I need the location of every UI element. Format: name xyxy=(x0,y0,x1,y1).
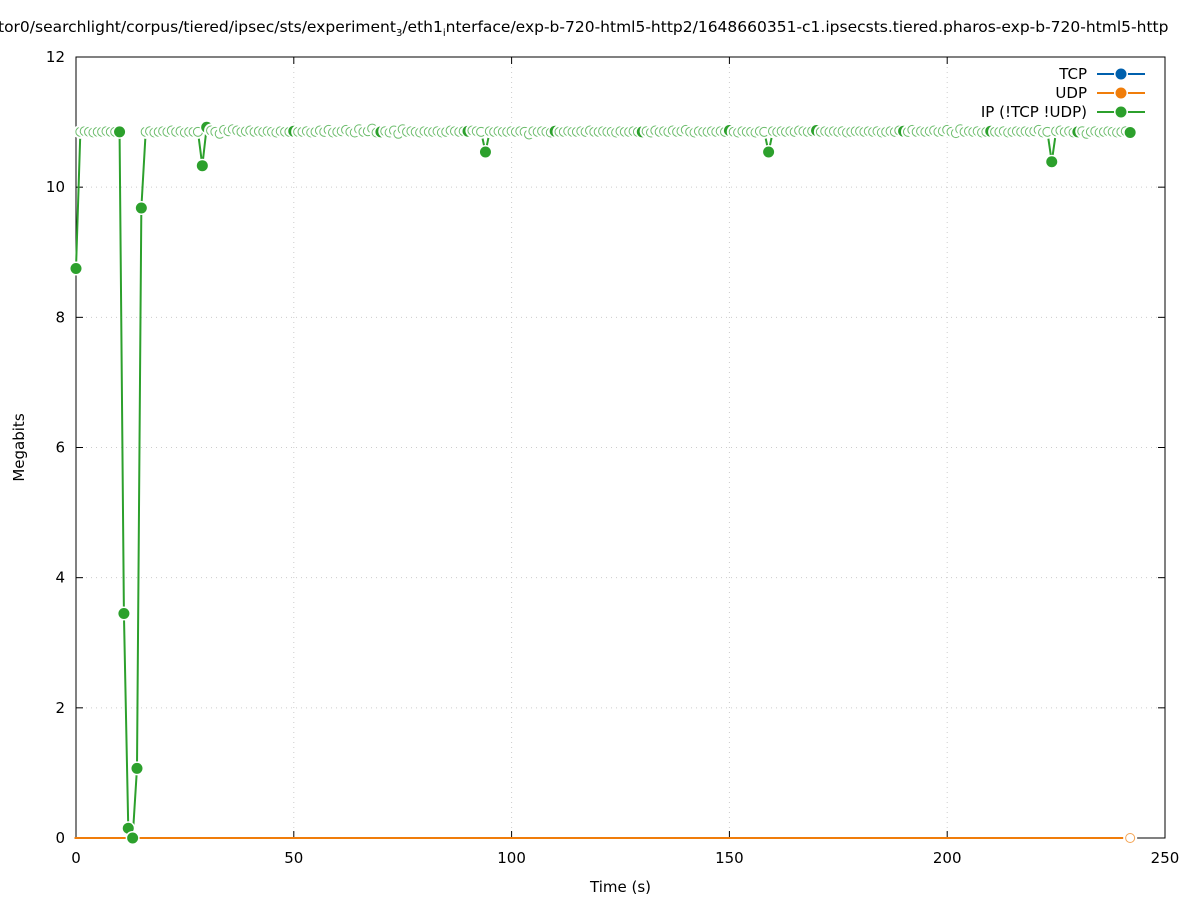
title-part: nterface/exp-b-720-html5-http2/164866035… xyxy=(445,18,1169,36)
x-tick-label: 50 xyxy=(284,849,303,867)
data-point xyxy=(131,762,143,774)
series-line xyxy=(75,125,1131,839)
data-point xyxy=(70,263,82,275)
data-point xyxy=(196,160,208,172)
chart-title: tor0/searchlight/corpus/tiered/ipsec/sts… xyxy=(0,18,1168,39)
data-point xyxy=(114,126,126,138)
x-tick-label: 200 xyxy=(933,849,962,867)
data-point xyxy=(1125,833,1136,843)
y-tick-label: 2 xyxy=(55,699,65,717)
x-tick-label: 0 xyxy=(71,849,81,867)
legend-marker xyxy=(1115,106,1127,118)
y-tick-label: 10 xyxy=(46,178,65,196)
data-point xyxy=(1046,156,1058,168)
y-tick-label: 0 xyxy=(55,829,65,847)
title-part: 3 xyxy=(395,28,403,40)
y-tick-label: 4 xyxy=(55,569,65,587)
legend-marker xyxy=(1115,87,1127,99)
x-tick-label: 250 xyxy=(1151,849,1180,867)
data-point xyxy=(1124,126,1136,138)
legend-label: UDP xyxy=(1055,84,1087,102)
x-axis-label: Time (s) xyxy=(589,878,651,896)
title-part: i xyxy=(442,28,446,40)
title-part: /eth1 xyxy=(402,18,443,36)
legend-marker xyxy=(1115,68,1127,80)
legend-label: IP (!TCP !UDP) xyxy=(981,103,1087,121)
x-tick-label: 150 xyxy=(715,849,744,867)
y-tick-label: 6 xyxy=(55,439,65,457)
y-axis-label: Megabits xyxy=(10,413,28,481)
data-point xyxy=(127,832,139,844)
data-point xyxy=(135,202,147,214)
series-2 xyxy=(69,120,1138,845)
legend-label: TCP xyxy=(1058,65,1087,83)
data-point xyxy=(479,146,491,158)
data-point xyxy=(763,146,775,158)
series-1 xyxy=(74,831,1138,845)
y-tick-label: 8 xyxy=(55,308,65,326)
data-point xyxy=(122,822,134,834)
x-tick-label: 100 xyxy=(497,849,526,867)
y-tick-label: 12 xyxy=(46,48,65,66)
title-part: tor0/searchlight/corpus/tiered/ipsec/sts… xyxy=(0,18,396,36)
data-point xyxy=(118,607,130,619)
